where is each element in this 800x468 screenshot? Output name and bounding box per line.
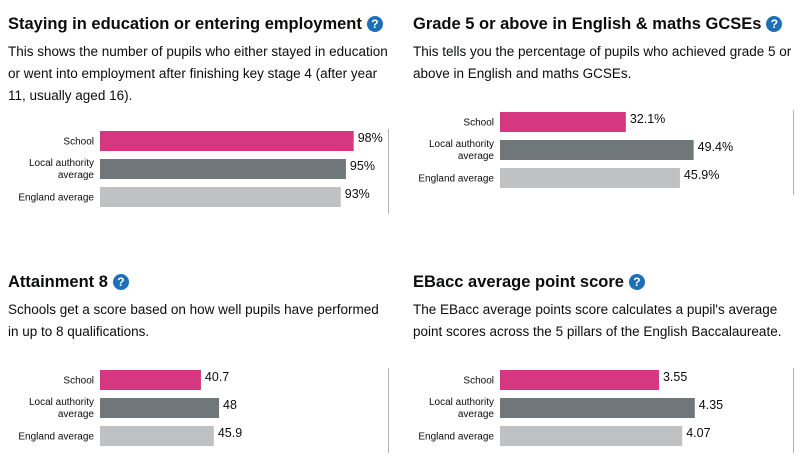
bar-local-authority bbox=[500, 140, 694, 160]
bar-chart-svg: School 3.55 Local authority average 4.35 Engl… bbox=[418, 370, 723, 446]
bar-england bbox=[500, 168, 680, 188]
bar-england bbox=[100, 426, 214, 446]
panel-title-text: Grade 5 or above in English & maths GCSE… bbox=[413, 15, 762, 33]
bar-school bbox=[500, 112, 626, 132]
value-school: 32.1% bbox=[630, 112, 665, 126]
value-local-authority: 49.4% bbox=[698, 140, 733, 154]
value-england: 4.07 bbox=[686, 426, 710, 440]
panel-description: The EBacc average points score calculate… bbox=[413, 302, 782, 339]
question-circle-icon[interactable]: ? bbox=[112, 274, 129, 290]
panel-grade-5-english-maths: Grade 5 or above in English & maths GCSE… bbox=[413, 14, 794, 195]
panel-staying-in-education: Staying in education or entering employm… bbox=[8, 14, 389, 214]
value-local-authority: 4.35 bbox=[699, 398, 723, 412]
label-school: School bbox=[463, 118, 494, 129]
label-local-authority: Local authority average bbox=[29, 158, 94, 181]
label-england: England average bbox=[18, 193, 94, 204]
bar-local-authority bbox=[100, 159, 346, 179]
value-local-authority: 95% bbox=[350, 159, 375, 173]
value-school: 3.55 bbox=[663, 370, 687, 384]
panel-title: Staying in education or entering employm… bbox=[8, 14, 388, 34]
value-england: 45.9% bbox=[684, 168, 719, 182]
question-circle-icon[interactable]: ? bbox=[628, 274, 645, 290]
bar-chart: School 3.55 Local authority average 4.35 Engl… bbox=[413, 368, 794, 453]
label-england: England average bbox=[418, 174, 494, 185]
panel-attainment-8: Attainment 8 ? Schools get a score based… bbox=[8, 272, 389, 453]
bar-chart: School 98% Local authority average 95% Englan… bbox=[8, 129, 389, 214]
panel-title: EBacc average point score ? bbox=[413, 272, 793, 292]
bar-chart-svg: School 40.7 Local authority average 48 Englan… bbox=[18, 370, 242, 446]
bar-chart: School 32.1% Local authority average 49.4% En… bbox=[413, 110, 794, 195]
bar-local-authority bbox=[100, 398, 220, 418]
value-school: 40.7 bbox=[205, 370, 229, 384]
bar-local-authority bbox=[500, 398, 695, 418]
question-circle-icon[interactable]: ? bbox=[766, 16, 783, 32]
bar-chart: School 40.7 Local authority average 48 Englan… bbox=[8, 368, 389, 453]
panel-title: Grade 5 or above in English & maths GCSE… bbox=[413, 14, 793, 34]
bar-england bbox=[500, 426, 683, 446]
bar-school bbox=[100, 131, 354, 151]
label-england: England average bbox=[418, 432, 494, 443]
bar-england bbox=[100, 187, 341, 207]
panel-title-text: Staying in education or entering employm… bbox=[8, 15, 362, 33]
panel-description: This shows the number of pupils who eith… bbox=[8, 44, 388, 103]
panel-title: Attainment 8 ? bbox=[8, 272, 388, 292]
label-school: School bbox=[463, 376, 494, 387]
panel-ebacc-average-point-score: EBacc average point score ? The EBacc av… bbox=[413, 272, 794, 453]
value-england: 93% bbox=[345, 187, 370, 201]
value-england: 45.9 bbox=[218, 426, 242, 440]
label-local-authority: Local authority average bbox=[429, 397, 494, 420]
label-local-authority: Local authority average bbox=[429, 139, 494, 162]
panel-description: This tells you the percentage of pupils … bbox=[413, 44, 792, 81]
label-school: School bbox=[63, 137, 94, 148]
panel-title-text: EBacc average point score bbox=[413, 273, 624, 291]
bar-chart-svg: School 98% Local authority average 95% Englan… bbox=[18, 131, 383, 207]
bar-school bbox=[100, 370, 201, 390]
panel-description: Schools get a score based on how well pu… bbox=[8, 302, 379, 339]
label-school: School bbox=[63, 376, 94, 387]
value-local-authority: 48 bbox=[223, 398, 237, 412]
panel-title-text: Attainment 8 bbox=[8, 273, 108, 291]
bar-school bbox=[500, 370, 659, 390]
value-school: 98% bbox=[358, 131, 383, 145]
label-england: England average bbox=[18, 432, 94, 443]
label-local-authority: Local authority average bbox=[29, 397, 94, 420]
question-circle-icon[interactable]: ? bbox=[366, 16, 383, 32]
bar-chart-svg: School 32.1% Local authority average 49.4% En… bbox=[418, 112, 733, 188]
